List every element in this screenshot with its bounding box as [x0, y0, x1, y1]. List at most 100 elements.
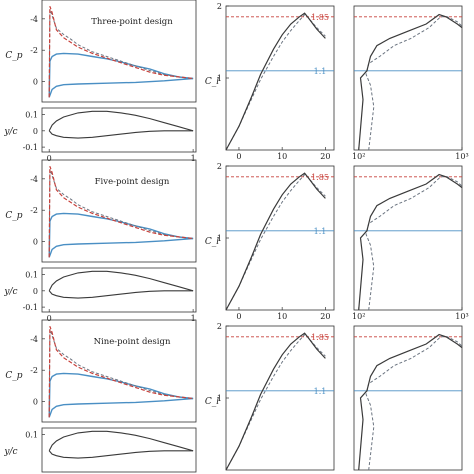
cl-ytick-label: 2 [217, 2, 222, 11]
cp-ytick-label: -4 [30, 335, 38, 344]
cp-upper-red-series [48, 166, 194, 258]
cp-upper-blue-series [48, 372, 194, 418]
cl-ylabel: C_l [205, 397, 219, 407]
panel-row: -4 -2 0 C_p Five-point design 0.1 0 -0.1 y/c 0 1 2 1… [3, 159, 469, 323]
geom-axes-frame [41, 107, 197, 153]
cl-alpha-dashed-series [225, 173, 326, 311]
cp-ytick-label: 0 [33, 78, 38, 87]
cp-axes-frame [41, 0, 197, 103]
geom-axes-frame [41, 267, 197, 313]
polar-axes-frame [353, 325, 463, 471]
cp-lower-blue-series [48, 397, 194, 418]
geom-ytick-label: 0.1 [25, 271, 38, 280]
cp-axes-frame [41, 319, 197, 423]
geom-ylabel: y/c [3, 447, 17, 457]
panel-row: -4 -2 0 C_p Nine-point design 0.1 y/c 2 1C_l 1.85… [3, 319, 463, 473]
cp-axes-frame [41, 159, 197, 263]
cp-ylabel: C_p [5, 51, 22, 61]
cp-upper-dashed-series [48, 329, 194, 418]
cp-ytick-label: -4 [30, 15, 38, 24]
cp-ylabel: C_p [5, 211, 22, 221]
airfoil-upper-surface [48, 110, 194, 132]
cd-xtick-label: 10² [352, 312, 365, 321]
cl-alpha-axes-frame [225, 325, 335, 471]
cp-ytick-label: -2 [30, 366, 38, 375]
cl-alpha-dashed-series [225, 13, 326, 151]
cp-upper-red-series [48, 6, 194, 98]
polar-solid-series [358, 173, 463, 311]
cl-alpha-axes-frame [225, 165, 335, 311]
airfoil-lower-surface [48, 130, 194, 139]
cp-ytick-label: 0 [33, 398, 38, 407]
polar-axes-frame [353, 165, 463, 311]
alpha-xtick-label: 10 [277, 152, 287, 161]
geom-ytick-label: 0 [33, 127, 38, 136]
ref-label-cl-design: 1.1 [314, 227, 327, 236]
geom-axes-frame [41, 427, 197, 473]
airfoil-lower-surface [48, 450, 194, 459]
cp-ytick-label: -2 [30, 46, 38, 55]
geom-ytick-label: 0.1 [25, 431, 38, 440]
geom-xtick-label: 0 [47, 154, 52, 163]
cl-ylabel: C_l [205, 237, 219, 247]
cl-alpha-solid-series [225, 172, 326, 311]
cl-ytick-label: 1 [217, 74, 222, 83]
cd-xtick-label: 10² [352, 152, 365, 161]
cl-ytick-label: 1 [217, 394, 222, 403]
alpha-xtick-label: 20 [320, 312, 330, 321]
geom-ytick-label: -0.1 [23, 303, 38, 312]
cp-ylabel: C_p [5, 371, 22, 381]
alpha-xtick-label: 0 [236, 312, 241, 321]
polar-dashed-series [365, 16, 463, 151]
cp-upper-dashed-series [48, 169, 194, 258]
cd-xtick-label: 10³ [455, 152, 468, 161]
cp-upper-dashed-series [48, 9, 194, 98]
geom-xtick-label: 1 [191, 314, 196, 323]
geom-xtick-label: 0 [47, 314, 52, 323]
cp-ytick-label: 0 [33, 238, 38, 247]
cp-upper-red-series [48, 326, 194, 418]
cp-upper-blue-series [48, 52, 194, 98]
design-label: Three-point design [91, 17, 173, 27]
cd-xtick-label: 10³ [455, 312, 468, 321]
alpha-xtick-label: 10 [277, 312, 287, 321]
polar-solid-series [358, 13, 463, 151]
design-label: Nine-point design [94, 337, 171, 347]
ref-label-cl-max: 1.85 [311, 13, 329, 22]
ref-label-cl-design: 1.1 [314, 67, 327, 76]
polar-solid-series [358, 333, 463, 471]
cl-ylabel: C_l [205, 77, 219, 87]
cp-ytick-label: -2 [30, 206, 38, 215]
cl-alpha-dashed-series [225, 333, 326, 471]
airfoil-lower-surface [48, 290, 194, 299]
cl-ytick-label: 2 [217, 162, 222, 171]
airfoil-upper-surface [48, 430, 194, 452]
geom-ylabel: y/c [3, 127, 17, 137]
cl-alpha-solid-series [225, 332, 326, 471]
cp-lower-blue-series [48, 237, 194, 258]
cl-alpha-axes-frame [225, 5, 335, 151]
ref-label-cl-design: 1.1 [314, 387, 327, 396]
cp-ytick-label: -4 [30, 175, 38, 184]
polar-dashed-series [365, 336, 463, 471]
geom-ytick-label: -0.1 [23, 143, 38, 152]
polar-dashed-series [365, 176, 463, 311]
geom-ytick-label: 0 [33, 287, 38, 296]
alpha-xtick-label: 0 [236, 152, 241, 161]
geom-ylabel: y/c [3, 287, 17, 297]
cp-upper-blue-series [48, 212, 194, 258]
geom-ytick-label: 0.1 [25, 111, 38, 120]
cl-alpha-solid-series [225, 12, 326, 151]
polar-axes-frame [353, 5, 463, 151]
cl-ytick-label: 2 [217, 322, 222, 331]
geom-xtick-label: 1 [191, 154, 196, 163]
panel-row: -4 -2 0 C_p Three-point design 0.1 0 -0.1 y/c 0 1 2… [3, 0, 469, 163]
design-label: Five-point design [95, 177, 170, 187]
cp-lower-blue-series [48, 77, 194, 98]
airfoil-upper-surface [48, 270, 194, 292]
cl-ytick-label: 1 [217, 234, 222, 243]
ref-label-cl-max: 1.85 [311, 333, 329, 342]
ref-label-cl-max: 1.85 [311, 173, 329, 182]
alpha-xtick-label: 20 [320, 152, 330, 161]
